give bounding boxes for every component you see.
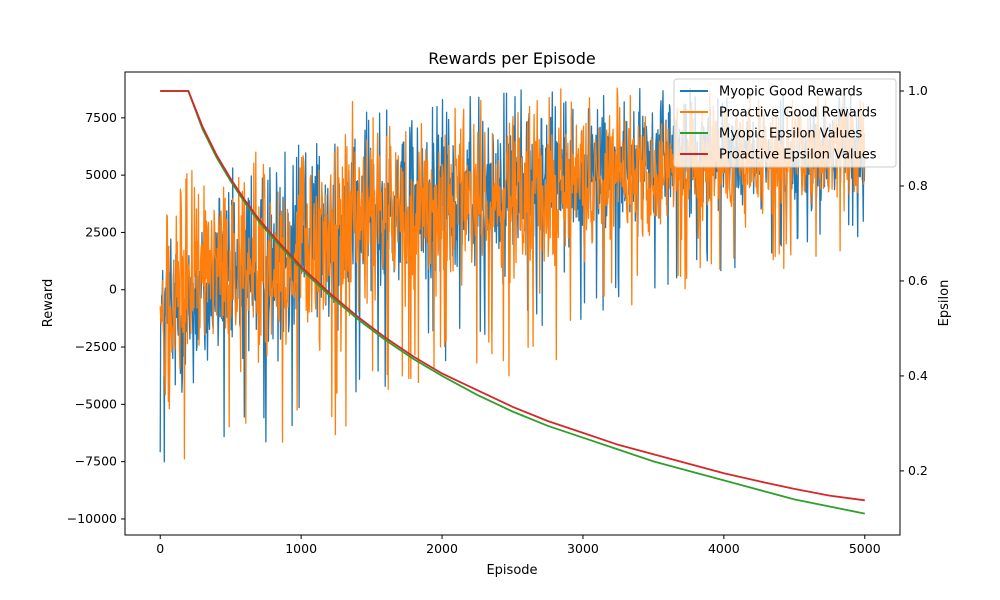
series-line-proactive-epsilon xyxy=(160,90,865,502)
y-tick-label: 2500 xyxy=(85,224,117,239)
series-line-proactive-rewards xyxy=(159,87,866,460)
x-tick-label: 3000 xyxy=(567,541,599,556)
y-tick-label: −5000 xyxy=(75,396,117,411)
legend-label: Proactive Epsilon Values xyxy=(719,148,877,163)
chart-title: Rewards per Episode xyxy=(428,49,596,68)
legend-label: Myopic Epsilon Values xyxy=(719,127,862,142)
x-tick-label: 2000 xyxy=(426,541,458,556)
x-tick-label: 0 xyxy=(156,541,164,556)
y-right-tick-label: 0.6 xyxy=(908,273,928,288)
x-axis-label: Episode xyxy=(486,563,537,578)
y-tick-label: −10000 xyxy=(67,511,117,526)
y-right-tick-label: 0.8 xyxy=(908,178,928,193)
y-tick-label: −7500 xyxy=(75,454,117,469)
series-line-myopic-epsilon xyxy=(160,90,865,515)
y-right-tick-label: 0.2 xyxy=(908,463,928,478)
y-right-tick-label: 0.4 xyxy=(908,368,928,383)
x-tick-label: 4000 xyxy=(708,541,740,556)
y-tick-label: 7500 xyxy=(85,110,117,125)
plot-frame xyxy=(124,71,901,536)
x-tick-label: 5000 xyxy=(849,541,881,556)
y-tick-label: 0 xyxy=(109,282,117,297)
y-right-axis-label: Epsilon xyxy=(937,280,952,327)
y-tick-label: −2500 xyxy=(75,339,117,354)
legend-label: Proactive Good Rewards xyxy=(719,106,877,121)
axes: 0 1000 2000 3000 4000 5000 −10000 −7500 −5000 −25… xyxy=(67,71,928,556)
y-axis-label: Reward xyxy=(41,279,56,327)
y-right-tick-label: 1.0 xyxy=(908,83,928,98)
y-tick-label: 5000 xyxy=(85,167,117,182)
x-tick-label: 1000 xyxy=(285,541,317,556)
legend-label: Myopic Good Rewards xyxy=(719,85,863,100)
legend: Myopic Good Rewards Proactive Good Reward… xyxy=(673,78,897,168)
legend-box xyxy=(673,78,897,168)
